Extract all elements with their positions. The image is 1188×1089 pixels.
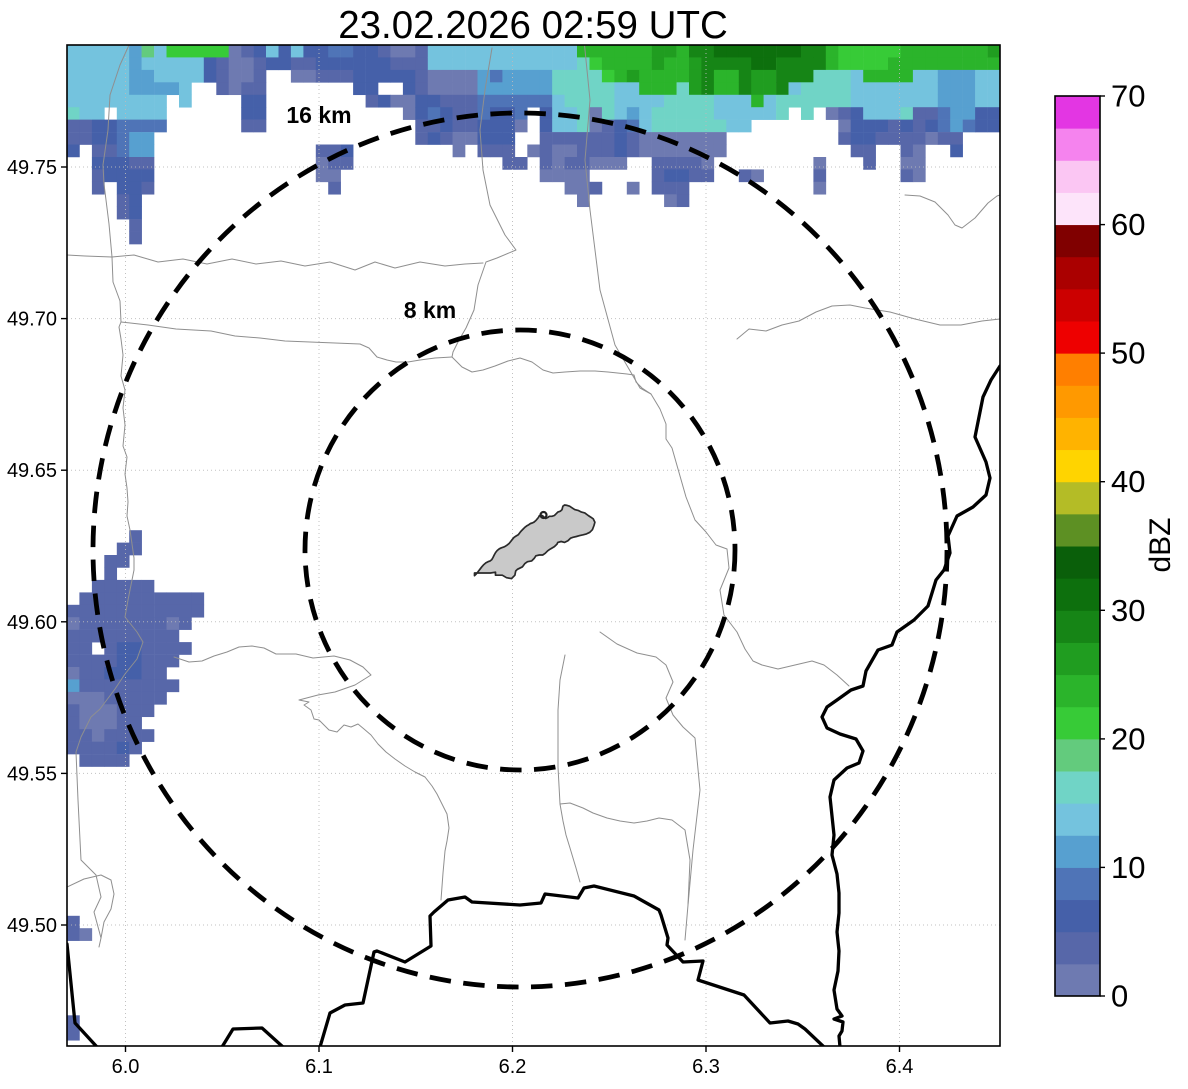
svg-text:40: 40	[1111, 464, 1145, 499]
svg-text:0: 0	[1111, 979, 1128, 1014]
svg-text:49.55: 49.55	[7, 763, 57, 785]
svg-text:50: 50	[1111, 336, 1145, 371]
svg-text:49.60: 49.60	[7, 612, 57, 634]
svg-text:6.3: 6.3	[692, 1056, 720, 1078]
svg-text:8 km: 8 km	[404, 297, 456, 323]
svg-text:6.0: 6.0	[112, 1056, 140, 1078]
svg-text:20: 20	[1111, 721, 1145, 756]
svg-text:70: 70	[1111, 79, 1145, 114]
svg-text:6.4: 6.4	[886, 1056, 914, 1078]
svg-text:16 km: 16 km	[286, 102, 351, 128]
svg-text:dBZ: dBZ	[1144, 517, 1177, 572]
svg-text:6.2: 6.2	[499, 1056, 527, 1078]
svg-text:49.75: 49.75	[7, 157, 57, 179]
svg-text:49.65: 49.65	[7, 460, 57, 482]
svg-text:6.1: 6.1	[305, 1056, 333, 1078]
svg-text:23.02.2026 02:59 UTC: 23.02.2026 02:59 UTC	[338, 4, 728, 47]
svg-text:49.50: 49.50	[7, 915, 57, 937]
svg-text:30: 30	[1111, 593, 1145, 628]
svg-text:10: 10	[1111, 850, 1145, 885]
svg-text:60: 60	[1111, 207, 1145, 242]
svg-text:49.70: 49.70	[7, 309, 57, 331]
